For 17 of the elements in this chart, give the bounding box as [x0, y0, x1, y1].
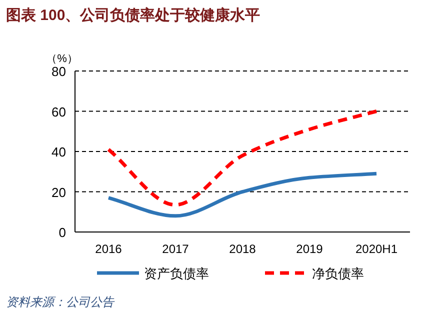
x-tick-label: 2018 [229, 242, 256, 256]
y-tick-label: 60 [52, 104, 66, 120]
x-tick-label: 2016 [95, 242, 122, 256]
y-tick-label: 0 [58, 225, 66, 240]
legend-label: 净负债率 [312, 266, 364, 281]
y-tick-label: 40 [52, 144, 66, 160]
x-tick-label: 2017 [162, 242, 190, 256]
y-axis-title: （%） [46, 53, 78, 65]
text: 资料来源：公司公告 [6, 295, 115, 309]
chart-title: 图表 100、公司负债率处于较健康水平 [6, 6, 260, 24]
line-series [106, 172, 378, 218]
y-tick-label: 80 [52, 64, 66, 79]
x-tick-label: 2020H1 [355, 242, 398, 256]
legend-label: 资产负债率 [144, 266, 209, 281]
line-series [106, 110, 378, 207]
y-tick-label: 20 [52, 184, 66, 200]
x-tick-label: 2019 [296, 242, 324, 256]
